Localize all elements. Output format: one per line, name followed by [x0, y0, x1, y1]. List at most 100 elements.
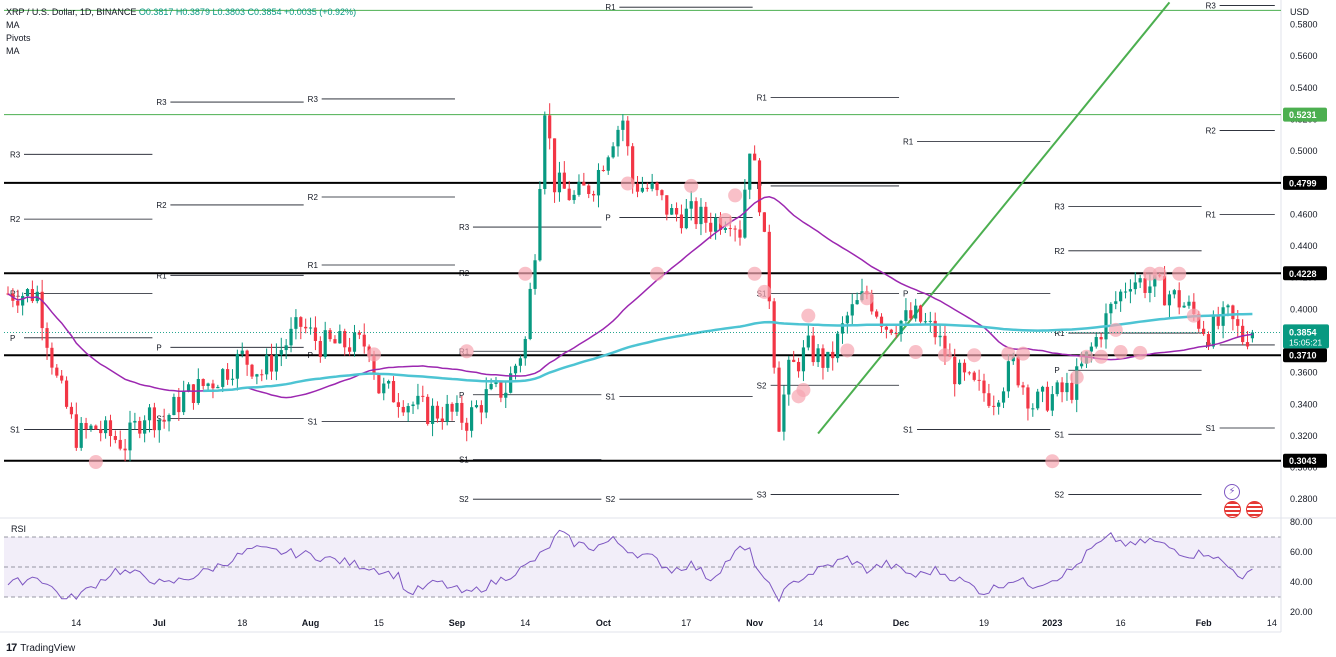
touch-marker[interactable] [757, 284, 772, 299]
candle[interactable] [1250, 332, 1254, 339]
candle[interactable] [894, 333, 898, 335]
touch-marker[interactable] [367, 347, 381, 362]
candle[interactable] [201, 379, 205, 386]
candle[interactable] [279, 350, 283, 355]
candle[interactable] [323, 330, 327, 357]
candle[interactable] [660, 190, 664, 196]
candle[interactable] [157, 419, 161, 431]
candle[interactable] [528, 288, 532, 339]
candle[interactable] [757, 160, 762, 213]
candle[interactable] [889, 329, 893, 334]
candle[interactable] [962, 362, 967, 373]
candle[interactable] [1138, 278, 1142, 283]
candle[interactable] [958, 362, 962, 385]
touch-marker[interactable] [1069, 370, 1084, 385]
candle[interactable] [621, 120, 625, 130]
candle[interactable] [382, 383, 386, 394]
candle[interactable] [416, 395, 420, 405]
candle[interactable] [474, 405, 479, 408]
candle[interactable] [665, 195, 669, 215]
candle[interactable] [113, 436, 117, 440]
candle[interactable] [338, 331, 342, 344]
candle[interactable] [1177, 290, 1181, 308]
candle[interactable] [357, 332, 361, 335]
touch-marker[interactable] [1045, 454, 1060, 469]
candle[interactable] [650, 182, 654, 189]
candle[interactable] [1172, 290, 1176, 295]
candle[interactable] [362, 334, 366, 347]
candle[interactable] [557, 172, 562, 193]
candle[interactable] [64, 380, 69, 407]
candle[interactable] [743, 189, 747, 238]
candle[interactable] [1241, 325, 1245, 343]
candle[interactable] [1197, 314, 1201, 329]
candle[interactable] [923, 321, 928, 323]
candle[interactable] [1050, 394, 1054, 411]
price-badge[interactable] [1283, 266, 1327, 281]
candle[interactable] [152, 407, 156, 431]
candle[interactable] [918, 305, 923, 322]
candle[interactable] [1119, 291, 1123, 302]
lightning-icon[interactable]: ⚡ [1224, 484, 1240, 500]
candle[interactable] [1216, 315, 1220, 326]
candle[interactable] [89, 425, 93, 430]
touch-marker[interactable] [908, 345, 923, 360]
touch-marker[interactable] [1079, 349, 1094, 364]
candle[interactable] [94, 425, 98, 430]
candle[interactable] [411, 404, 415, 407]
candle[interactable] [343, 331, 347, 348]
candle[interactable] [133, 420, 137, 423]
candle[interactable] [372, 355, 376, 374]
candle[interactable] [1187, 301, 1191, 306]
candle[interactable] [143, 420, 147, 434]
candle[interactable] [1065, 382, 1069, 393]
candle[interactable] [796, 361, 801, 372]
candle[interactable] [221, 369, 225, 387]
candle[interactable] [489, 384, 493, 390]
candle[interactable] [899, 320, 903, 335]
ma-slow-line[interactable] [203, 312, 1253, 393]
candle[interactable] [611, 146, 615, 158]
touch-marker[interactable] [1172, 266, 1187, 281]
candle[interactable] [1226, 305, 1230, 308]
candle[interactable] [938, 335, 942, 338]
candle[interactable] [494, 381, 498, 385]
trend-line[interactable] [817, 1, 1171, 435]
candle[interactable] [782, 394, 786, 432]
symbol-title[interactable]: XRP / U.S. Dollar, 1D, BINANCE [6, 7, 137, 17]
flag-us-icon[interactable] [1246, 501, 1263, 518]
candle[interactable] [1206, 334, 1211, 347]
candle[interactable] [1202, 328, 1206, 335]
candle[interactable] [552, 138, 557, 193]
candle[interactable] [1182, 305, 1186, 308]
candle[interactable] [967, 372, 971, 374]
candle[interactable] [1021, 385, 1025, 388]
rsi-line[interactable] [7, 529, 1253, 603]
candle[interactable] [479, 405, 483, 413]
touch-marker[interactable] [796, 383, 811, 398]
candle[interactable] [79, 422, 83, 448]
candle[interactable] [333, 339, 337, 344]
candle[interactable] [811, 335, 815, 363]
candle[interactable] [401, 406, 405, 413]
touch-marker[interactable] [937, 348, 952, 363]
candle[interactable] [21, 296, 25, 306]
candle[interactable] [1026, 387, 1030, 409]
candle[interactable] [230, 378, 235, 380]
candle[interactable] [484, 389, 488, 413]
candle[interactable] [762, 212, 766, 232]
candle[interactable] [577, 181, 581, 195]
candle[interactable] [674, 208, 679, 215]
candle[interactable] [728, 228, 732, 230]
candle[interactable] [982, 380, 986, 394]
candle[interactable] [1006, 361, 1010, 392]
candle[interactable] [406, 406, 410, 413]
touch-marker[interactable] [859, 291, 874, 306]
candle[interactable] [74, 414, 78, 448]
candle[interactable] [826, 351, 830, 368]
candle[interactable] [1231, 305, 1235, 320]
candle[interactable] [626, 120, 630, 147]
candle[interactable] [548, 115, 552, 139]
candle[interactable] [1211, 315, 1215, 347]
candle[interactable] [426, 396, 430, 424]
